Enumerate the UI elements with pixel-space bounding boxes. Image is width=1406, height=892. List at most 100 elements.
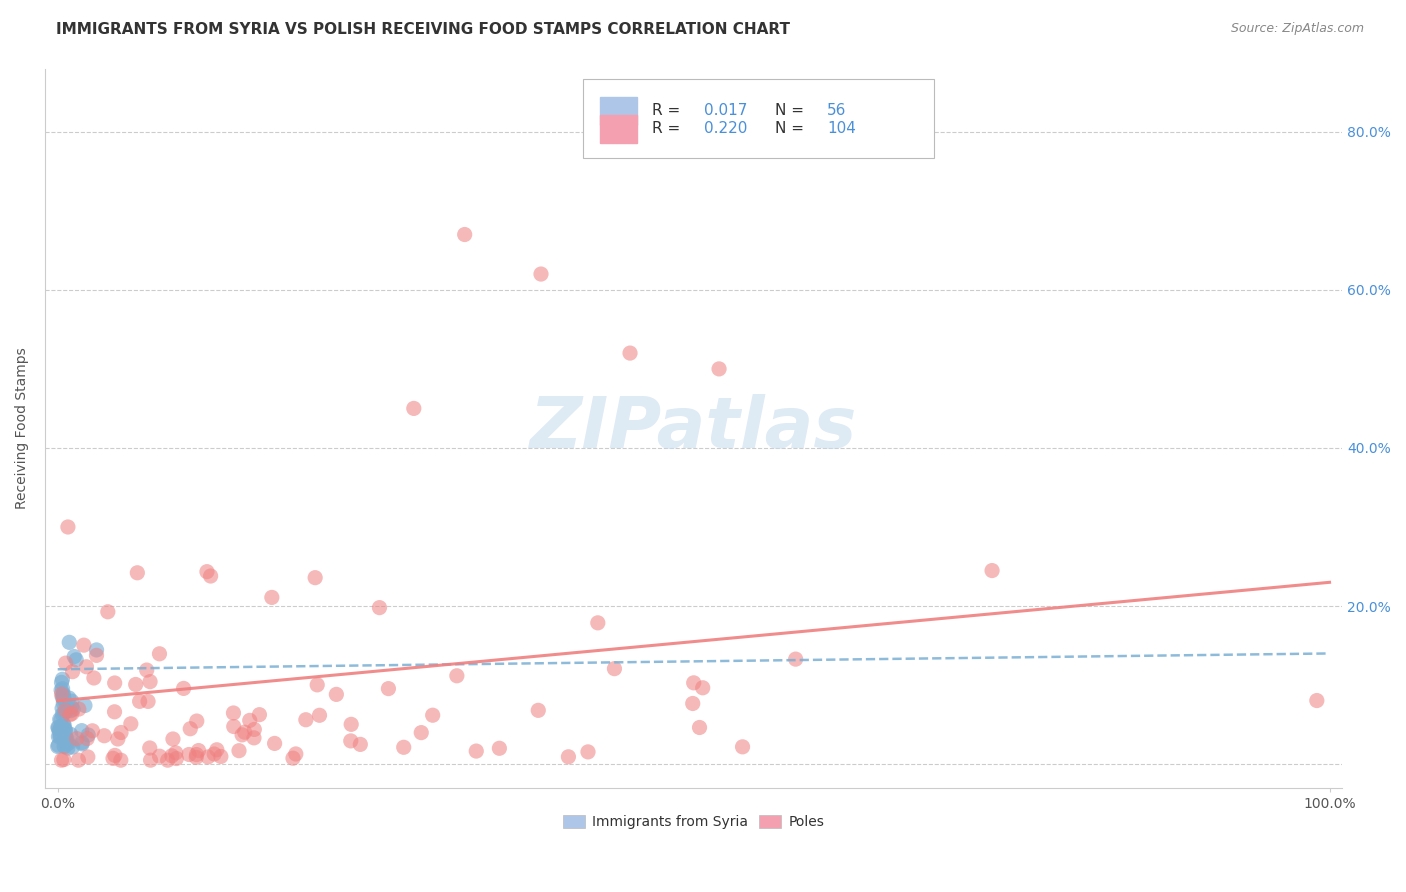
Point	[619, 346, 641, 360]
Point	[65, 653, 87, 667]
Text: R =: R =	[652, 103, 685, 119]
Point	[56, 737, 79, 751]
Point	[58, 736, 80, 750]
Point	[70, 723, 93, 738]
Point	[52, 689, 75, 703]
Point	[209, 749, 232, 764]
Point	[60, 694, 83, 708]
Point	[707, 362, 730, 376]
Point	[52, 696, 75, 710]
Point	[186, 714, 208, 728]
Point	[107, 731, 129, 746]
Point	[55, 731, 77, 745]
Point	[165, 746, 187, 760]
Point	[202, 747, 225, 761]
Point	[339, 734, 361, 748]
Point	[243, 731, 266, 745]
Point	[65, 731, 87, 746]
Legend: Immigrants from Syria, Poles: Immigrants from Syria, Poles	[557, 810, 830, 835]
Point	[120, 716, 142, 731]
Point	[295, 713, 318, 727]
Point	[101, 751, 124, 765]
Point	[51, 673, 73, 687]
Point	[49, 729, 72, 743]
Point	[93, 729, 115, 743]
Point	[53, 703, 76, 717]
Point	[402, 401, 425, 416]
Point	[148, 647, 170, 661]
Point	[49, 683, 72, 698]
Point	[62, 702, 84, 716]
Point	[51, 687, 73, 701]
Point	[148, 749, 170, 764]
Point	[49, 722, 72, 736]
Point	[195, 565, 218, 579]
Point	[557, 749, 579, 764]
Point	[128, 694, 150, 708]
Point	[377, 681, 399, 696]
Point	[349, 738, 371, 752]
Point	[48, 730, 70, 744]
Text: 56: 56	[827, 103, 846, 119]
Point	[49, 713, 72, 727]
Point	[243, 723, 266, 737]
Point	[52, 722, 75, 736]
Point	[139, 753, 162, 767]
Point	[46, 739, 69, 754]
Point	[76, 731, 98, 746]
Text: ZIPatlas: ZIPatlas	[530, 393, 858, 463]
Point	[249, 707, 271, 722]
Point	[58, 690, 80, 705]
Point	[75, 660, 97, 674]
Point	[49, 721, 72, 735]
Point	[53, 706, 76, 720]
Point	[187, 743, 209, 757]
Point	[682, 697, 704, 711]
Point	[52, 690, 75, 705]
Point	[530, 267, 553, 281]
Point	[177, 747, 200, 762]
Point	[110, 753, 132, 767]
FancyBboxPatch shape	[583, 79, 934, 159]
Point	[59, 727, 82, 741]
Point	[53, 694, 76, 708]
Text: 104: 104	[827, 121, 856, 136]
Point	[82, 723, 104, 738]
Point	[231, 728, 253, 742]
Point	[52, 687, 75, 701]
Point	[52, 718, 75, 732]
Point	[446, 669, 468, 683]
Point	[160, 748, 183, 763]
Point	[103, 705, 125, 719]
Point	[76, 750, 98, 764]
Point	[104, 748, 127, 763]
Point	[53, 739, 76, 754]
Point	[51, 675, 73, 690]
Point	[173, 681, 195, 696]
Point	[110, 725, 132, 739]
Point	[52, 753, 75, 767]
Point	[692, 681, 714, 695]
Point	[60, 700, 83, 714]
Point	[340, 717, 363, 731]
Point	[682, 676, 704, 690]
Point	[135, 663, 157, 677]
Text: N =: N =	[775, 103, 810, 119]
Point	[86, 648, 108, 663]
Point	[55, 705, 77, 719]
Point	[284, 747, 307, 761]
Point	[411, 725, 433, 739]
Point	[304, 571, 326, 585]
Point	[83, 671, 105, 685]
Point	[73, 698, 96, 713]
Point	[53, 723, 76, 737]
Point	[59, 704, 82, 718]
Point	[308, 708, 330, 723]
Point	[56, 741, 79, 756]
Point	[70, 735, 93, 749]
Point	[51, 690, 73, 705]
Text: R =: R =	[652, 121, 685, 136]
Text: Source: ZipAtlas.com: Source: ZipAtlas.com	[1230, 22, 1364, 36]
Point	[139, 674, 162, 689]
Point	[222, 719, 245, 733]
